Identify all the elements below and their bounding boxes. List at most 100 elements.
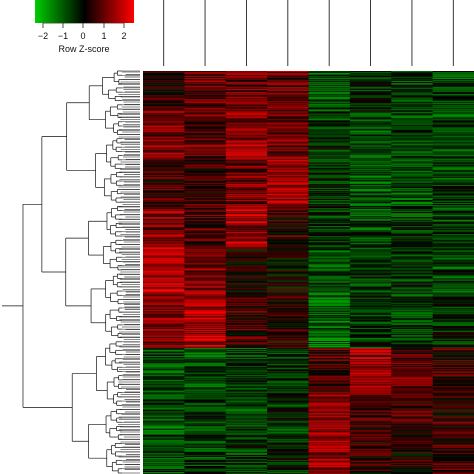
heatmap-cell bbox=[391, 176, 433, 179]
heatmap-cell bbox=[267, 385, 309, 387]
heatmap-cell bbox=[143, 374, 185, 376]
heatmap-cell bbox=[432, 152, 474, 154]
heatmap-cell bbox=[308, 94, 351, 96]
heatmap-cell bbox=[349, 305, 392, 308]
heatmap-cell bbox=[391, 374, 433, 376]
color-key-tick-label: 1 bbox=[101, 31, 107, 41]
heatmap-cell bbox=[225, 171, 268, 174]
heatmap-cell bbox=[225, 203, 268, 206]
heatmap-cell bbox=[267, 101, 309, 103]
heatmap-cell bbox=[184, 222, 227, 224]
heatmap-cell bbox=[267, 391, 309, 393]
heatmap-cell bbox=[308, 262, 351, 264]
heatmap-cell bbox=[391, 437, 433, 440]
heatmap-cell bbox=[391, 308, 433, 311]
heatmap-cell bbox=[143, 423, 185, 425]
heatmap-cell bbox=[349, 333, 392, 336]
heatmap-cell bbox=[143, 213, 185, 215]
heatmap-cell bbox=[225, 309, 268, 312]
heatmap-cell bbox=[184, 138, 227, 140]
heatmap-cell bbox=[432, 308, 474, 311]
heatmap-cell bbox=[184, 328, 227, 331]
heatmap-cell bbox=[267, 136, 309, 138]
heatmap-cell bbox=[267, 305, 309, 308]
heatmap-cell bbox=[349, 89, 392, 91]
heatmap-cell bbox=[267, 215, 309, 217]
heatmap-cell bbox=[349, 313, 392, 316]
heatmap-cell bbox=[143, 89, 185, 91]
heatmap-cell bbox=[143, 91, 185, 93]
heatmap-cell bbox=[308, 391, 351, 393]
heatmap-cell bbox=[225, 412, 268, 414]
heatmap-cell bbox=[267, 373, 309, 375]
heatmap-cell bbox=[391, 471, 433, 474]
heatmap-cell bbox=[225, 322, 268, 325]
heatmap-cell bbox=[184, 249, 227, 251]
heatmap-cell bbox=[308, 372, 351, 374]
heatmap-cell bbox=[143, 121, 185, 123]
heatmap-cell bbox=[308, 210, 351, 212]
heatmap-cell bbox=[391, 224, 433, 226]
heatmap-cell bbox=[225, 236, 268, 238]
heatmap-cell bbox=[308, 412, 351, 414]
heatmap-cell bbox=[391, 388, 433, 390]
heatmap-cell bbox=[143, 195, 185, 198]
heatmap-cell bbox=[349, 213, 392, 215]
heatmap-cell bbox=[184, 435, 227, 438]
heatmap-cell bbox=[225, 386, 268, 388]
heatmap-cell bbox=[184, 233, 227, 235]
heatmap-cell bbox=[225, 270, 268, 272]
heatmap-cell bbox=[184, 457, 227, 460]
heatmap-cell bbox=[432, 455, 474, 458]
heatmap-cell bbox=[308, 286, 351, 288]
heatmap-cell bbox=[391, 188, 433, 191]
heatmap-cell bbox=[267, 191, 309, 194]
heatmap-cell bbox=[225, 115, 268, 117]
heatmap-cell bbox=[267, 197, 309, 200]
heatmap-cell bbox=[308, 198, 351, 201]
heatmap-cell bbox=[308, 310, 351, 313]
heatmap-cell bbox=[267, 179, 309, 182]
heatmap-cell bbox=[391, 88, 433, 90]
heatmap-cell bbox=[184, 120, 227, 122]
heatmap-cell bbox=[391, 452, 433, 455]
heatmap-cell bbox=[432, 88, 474, 90]
heatmap-cell bbox=[432, 239, 474, 241]
heatmap-cell bbox=[267, 240, 309, 242]
heatmap-cell bbox=[184, 108, 227, 110]
heatmap-cell bbox=[349, 401, 392, 403]
heatmap-cell bbox=[308, 211, 351, 213]
heatmap-cell bbox=[225, 254, 268, 256]
heatmap-cell bbox=[267, 226, 309, 228]
heatmap-cell bbox=[349, 366, 392, 368]
heatmap-cell bbox=[308, 265, 351, 267]
heatmap-cell bbox=[432, 429, 474, 431]
heatmap-cell bbox=[143, 349, 185, 351]
heatmap-cell bbox=[391, 244, 433, 246]
heatmap-cell bbox=[184, 350, 227, 352]
heatmap-cell bbox=[225, 454, 268, 457]
heatmap-cell bbox=[267, 78, 309, 80]
heatmap-cell bbox=[308, 290, 351, 292]
heatmap-cell bbox=[308, 163, 351, 165]
heatmap-cell bbox=[432, 95, 474, 97]
heatmap-cell bbox=[267, 252, 309, 254]
heatmap-cell bbox=[432, 188, 474, 191]
heatmap-cell bbox=[391, 202, 433, 205]
heatmap-cell bbox=[225, 237, 268, 239]
heatmap-cell bbox=[184, 106, 227, 108]
heatmap-cell bbox=[432, 91, 474, 93]
heatmap-cell bbox=[432, 356, 474, 358]
heatmap-cell bbox=[308, 311, 351, 314]
heatmap-cell bbox=[349, 439, 392, 442]
heatmap-cell bbox=[184, 258, 227, 260]
heatmap-cell bbox=[432, 385, 474, 387]
heatmap-cell bbox=[267, 286, 309, 288]
heatmap-cell bbox=[267, 455, 309, 458]
heatmap-cell bbox=[184, 426, 227, 428]
heatmap-cell bbox=[391, 425, 433, 427]
heatmap-cell bbox=[391, 213, 433, 215]
heatmap-cell bbox=[143, 160, 185, 162]
heatmap-cell bbox=[391, 413, 433, 415]
heatmap-cell bbox=[432, 172, 474, 175]
